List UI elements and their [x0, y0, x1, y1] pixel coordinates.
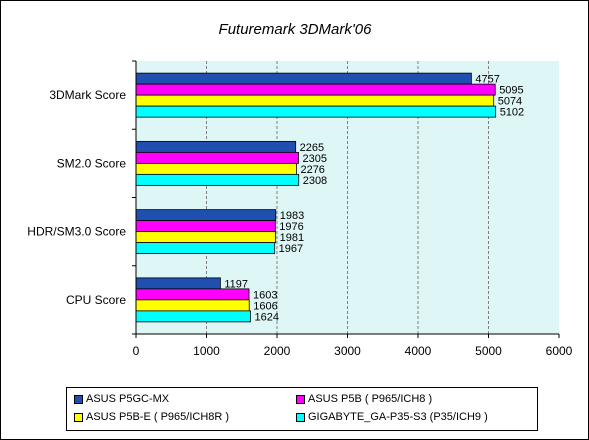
bar-3-3	[135, 310, 251, 323]
chart-title: Futuremark 3DMark'06	[219, 21, 373, 38]
data-label: 5095	[499, 85, 523, 97]
legend-swatch	[74, 395, 83, 404]
x-tick-label: 6000	[546, 344, 573, 358]
category-label: HDR/SM3.0 Score	[27, 225, 126, 239]
data-label: 2276	[300, 164, 324, 176]
category-label: 3DMark Score	[49, 88, 126, 102]
data-label: 4757	[475, 74, 499, 86]
legend-label: ASUS P5B ( P965/ICH8 )	[308, 393, 433, 405]
bar-1-3	[135, 173, 300, 186]
legend-swatch	[296, 395, 305, 404]
data-label: 2308	[303, 175, 327, 187]
bar-1-2	[135, 162, 297, 175]
data-label: 1197	[224, 278, 248, 290]
category-label: SM2.0 Score	[57, 156, 127, 170]
legend: ASUS P5GC-MX ASUS P5B ( P965/ICH8 ) ASUS P…	[66, 387, 538, 431]
data-label: 1983	[280, 210, 304, 222]
legend-label: ASUS P5B-E ( P965/ICH8R )	[86, 411, 230, 423]
x-tick-label: 0	[133, 344, 140, 358]
bar-3-2	[135, 299, 250, 312]
x-tick-label: 5000	[475, 344, 502, 358]
data-label: 1976	[279, 221, 303, 233]
data-label: 1967	[279, 243, 303, 255]
x-tick-label: 2000	[264, 344, 291, 358]
x-tick-label: 3000	[334, 344, 361, 358]
category-label: CPU Score	[66, 293, 126, 307]
bar-2-1	[135, 220, 276, 233]
bar-2-0	[135, 209, 277, 222]
bar-0-3	[135, 105, 497, 118]
bar-1-0	[135, 140, 297, 153]
bar-0-0	[135, 72, 472, 85]
legend-swatch	[296, 413, 305, 422]
bar-0-2	[135, 94, 495, 107]
legend-label: ASUS P5GC-MX	[86, 393, 170, 405]
data-label: 1981	[280, 232, 304, 244]
data-label: 2265	[300, 142, 324, 154]
legend-label: GIGABYTE_GA-P35-S3 (P35/ICH9 )	[308, 411, 488, 423]
bar-3-1	[135, 288, 250, 301]
bar-0-1	[135, 83, 496, 96]
data-label: 5074	[498, 96, 522, 108]
bar-2-2	[135, 231, 277, 244]
data-label: 1606	[253, 300, 277, 312]
bar-1-1	[135, 151, 299, 164]
x-tick-label: 4000	[405, 344, 432, 358]
x-tick-label: 1000	[193, 344, 220, 358]
data-label: 5102	[500, 107, 524, 119]
data-label: 2305	[303, 153, 327, 165]
data-label: 1624	[254, 311, 278, 323]
data-label: 1603	[253, 289, 277, 301]
bar-3-0	[135, 277, 221, 290]
bar-2-3	[135, 242, 276, 255]
legend-swatch	[74, 413, 83, 422]
